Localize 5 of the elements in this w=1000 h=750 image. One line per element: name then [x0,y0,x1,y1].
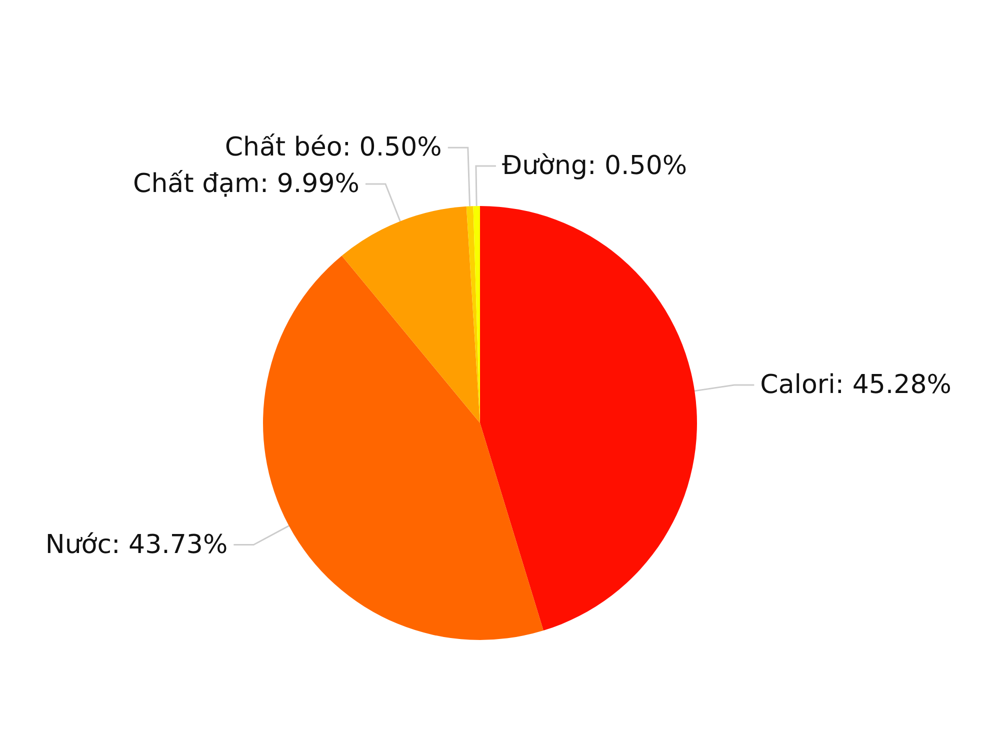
slice-label: Đường: 0.50% [502,151,688,182]
slice-label: Nước: 43.73% [45,530,228,560]
slice-label: Chất đạm: 9.99% [133,169,360,200]
slice-label: Chất béo: 0.50% [224,132,442,163]
slice-label: Calori: 45.28% [760,370,952,400]
